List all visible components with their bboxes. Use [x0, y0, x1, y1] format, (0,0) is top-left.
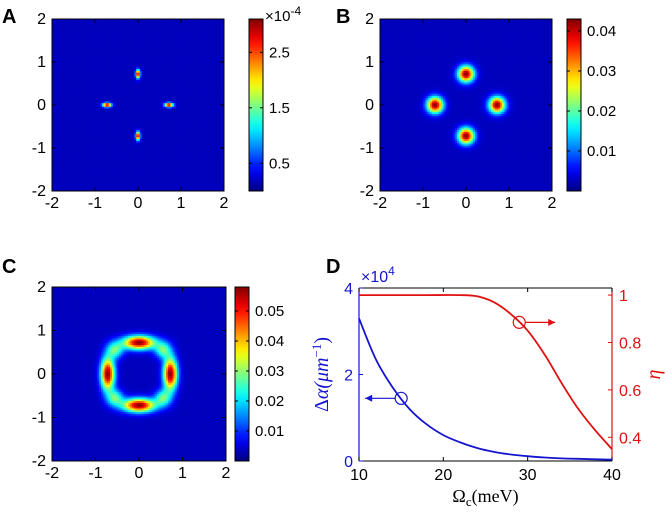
figure: A-2 -1 0 1 2210-1-22.51.50.5×10-4 B-2 -1 0 1 2210…	[0, 0, 671, 520]
panel-label-A: A	[2, 6, 16, 28]
